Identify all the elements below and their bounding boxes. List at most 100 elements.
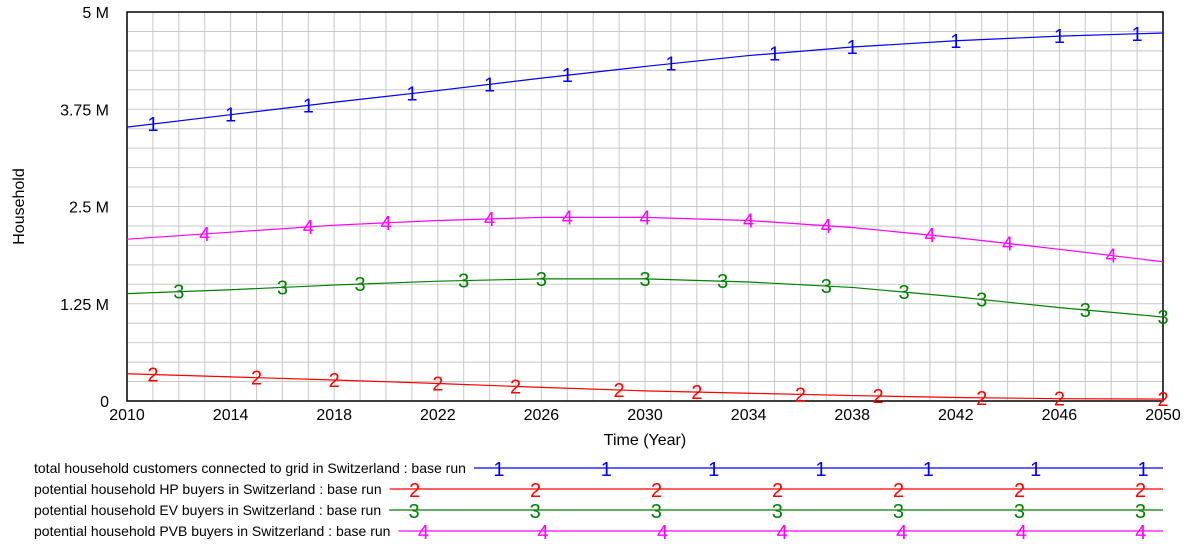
series-marker: 4	[562, 207, 573, 229]
series-line	[126, 216, 1164, 263]
series-marker: 3	[458, 271, 469, 293]
series-marker: 3	[898, 282, 909, 304]
x-tick-label: 2018	[316, 407, 352, 424]
legend-marker: 4	[1016, 522, 1027, 544]
legend-marker: 3	[409, 501, 420, 523]
x-tick-label: 2014	[213, 407, 249, 424]
y-tick-label: 1.25 M	[60, 297, 109, 314]
series-marker: 1	[847, 37, 858, 59]
legend-marker: 1	[923, 459, 934, 481]
series-marker: 2	[873, 386, 884, 408]
x-tick-label: 2046	[1042, 407, 1078, 424]
series-marker: 1	[1054, 26, 1065, 48]
x-axis-ticks: 2010 2014 2018 2022 2026 2030 2034 2038 2042 2046…	[109, 407, 1181, 424]
series-marker: 4	[924, 225, 935, 247]
x-tick-label: 2030	[627, 407, 663, 424]
series-marker: 1	[225, 105, 236, 127]
series-marker: 1	[562, 65, 573, 87]
series-3: 3 3 3 3 3 3 3 3 3 3 3 3	[126, 269, 1169, 329]
legend-label: potential household EV buyers in Switzer…	[34, 502, 381, 518]
series-1: 1 1 1 1 1 1 1 1 1 1 1 1	[126, 24, 1164, 136]
series-marker: 1	[950, 31, 961, 53]
series-marker: 2	[691, 382, 702, 404]
legend-marker: 1	[708, 459, 719, 481]
y-tick-label: 0	[100, 394, 109, 411]
series-marker: 3	[277, 277, 288, 299]
y-axis-label: Household	[11, 168, 28, 245]
series-marker: 3	[355, 274, 366, 296]
series-marker: 3	[639, 269, 650, 291]
series-layer: 1 1 11 1 11 1 1 1 1 12 2 2 2 2 2 2 2 2 2 2 23 3 3 3 3 3 3 3 3 3 3 34 4 4 4…	[126, 24, 1169, 411]
legend-marker: 3	[772, 501, 783, 523]
legend-marker: 2	[651, 480, 662, 502]
y-axis-ticks: 0 1.25 M 2.5 M 3.75 M 5 M	[60, 5, 109, 411]
legend-marker: 2	[530, 480, 541, 502]
y-tick-label: 2.5 M	[69, 200, 109, 217]
legend-marker: 2	[893, 480, 904, 502]
series-marker: 3	[976, 289, 987, 311]
series-marker: 4	[380, 213, 391, 235]
series-marker: 2	[251, 368, 262, 390]
series-marker: 1	[484, 74, 495, 96]
legend-marker: 1	[1138, 459, 1149, 481]
series-marker: 1	[1132, 24, 1143, 46]
legend-label: potential household HP buyers in Switzer…	[34, 481, 382, 497]
series-marker: 4	[1002, 233, 1013, 255]
series-line	[126, 278, 1164, 318]
x-tick-label: 2026	[524, 407, 560, 424]
series-marker: 4	[484, 209, 495, 231]
x-tick-label: 2034	[731, 407, 767, 424]
series-marker: 3	[173, 282, 184, 304]
series-marker: 2	[510, 376, 521, 398]
series-marker: 1	[147, 114, 158, 136]
series-marker: 3	[821, 276, 832, 298]
series-marker: 1	[303, 95, 314, 117]
x-tick-label: 2022	[420, 407, 456, 424]
series-marker: 3	[1080, 300, 1091, 322]
series-4: 4 4 4 4 4 4 4 4 4 4 4	[126, 207, 1164, 268]
series-marker: 4	[743, 211, 754, 233]
series-line	[126, 32, 1164, 128]
series-2: 2 2 2 2 2 2 2 2 2 2 2 2	[126, 365, 1169, 411]
series-marker: 4	[199, 224, 210, 246]
series-marker: 4	[639, 207, 650, 229]
series-marker: 2	[976, 388, 987, 410]
legend-marker: 4	[418, 522, 429, 544]
series-line	[126, 373, 1164, 400]
series-marker: 3	[536, 269, 547, 291]
legend-marker: 2	[409, 480, 420, 502]
series-marker: 3	[1157, 307, 1168, 329]
y-tick-label: 3.75 M	[60, 102, 109, 119]
series-marker: 4	[1106, 246, 1117, 268]
legend-marker: 3	[530, 501, 541, 523]
legend: total household customers connected to g…	[34, 459, 1163, 544]
series-marker: 2	[795, 384, 806, 406]
series-marker: 2	[1157, 389, 1168, 411]
legend-marker: 1	[815, 459, 826, 481]
legend-marker: 3	[1014, 501, 1025, 523]
series-marker: 2	[432, 373, 443, 395]
series-marker: 1	[769, 43, 780, 65]
legend-marker: 3	[893, 501, 904, 523]
y-tick-label: 5 M	[82, 5, 109, 22]
x-tick-label: 2050	[1145, 407, 1181, 424]
x-tick-label: 2038	[834, 407, 870, 424]
legend-marker: 4	[896, 522, 907, 544]
x-axis-label: Time (Year)	[604, 432, 686, 449]
series-marker: 2	[614, 380, 625, 402]
plot-frame	[126, 11, 1164, 402]
legend-marker: 3	[651, 501, 662, 523]
series-marker: 4	[303, 217, 314, 239]
series-marker: 2	[1054, 389, 1065, 411]
series-marker: 2	[329, 370, 340, 392]
legend-marker: 2	[1135, 480, 1146, 502]
series-marker: 4	[821, 216, 832, 238]
legend-label: potential household PVB buyers in Switze…	[34, 523, 390, 539]
legend-marker: 4	[1135, 522, 1146, 544]
legend-marker: 2	[1014, 480, 1025, 502]
legend-label: total household customers connected to g…	[34, 460, 466, 476]
series-marker: 1	[406, 83, 417, 105]
legend-marker: 2	[772, 480, 783, 502]
legend-marker: 4	[777, 522, 788, 544]
